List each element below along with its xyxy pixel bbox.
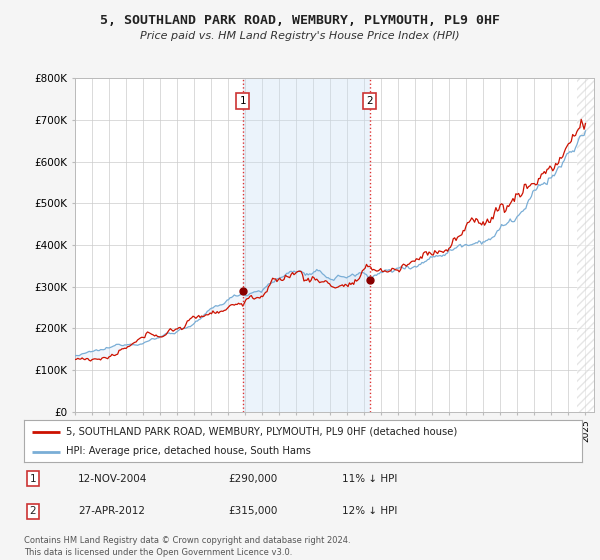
Text: 5, SOUTHLAND PARK ROAD, WEMBURY, PLYMOUTH, PL9 0HF: 5, SOUTHLAND PARK ROAD, WEMBURY, PLYMOUT… [100,14,500,27]
Text: Price paid vs. HM Land Registry's House Price Index (HPI): Price paid vs. HM Land Registry's House … [140,31,460,41]
Text: 5, SOUTHLAND PARK ROAD, WEMBURY, PLYMOUTH, PL9 0HF (detached house): 5, SOUTHLAND PARK ROAD, WEMBURY, PLYMOUT… [66,427,457,437]
Text: 1: 1 [29,474,37,484]
Bar [577,78,594,412]
Text: HPI: Average price, detached house, South Hams: HPI: Average price, detached house, Sout… [66,446,311,456]
Text: 27-APR-2012: 27-APR-2012 [78,506,145,516]
Text: 1: 1 [239,96,246,106]
Text: 11% ↓ HPI: 11% ↓ HPI [342,474,397,484]
Text: 2: 2 [367,96,373,106]
Text: 12-NOV-2004: 12-NOV-2004 [78,474,148,484]
Text: £315,000: £315,000 [228,506,277,516]
Text: 2: 2 [29,506,37,516]
Text: Contains HM Land Registry data © Crown copyright and database right 2024.
This d: Contains HM Land Registry data © Crown c… [24,536,350,557]
Text: 12% ↓ HPI: 12% ↓ HPI [342,506,397,516]
Bar [243,78,370,412]
Text: £290,000: £290,000 [228,474,277,484]
